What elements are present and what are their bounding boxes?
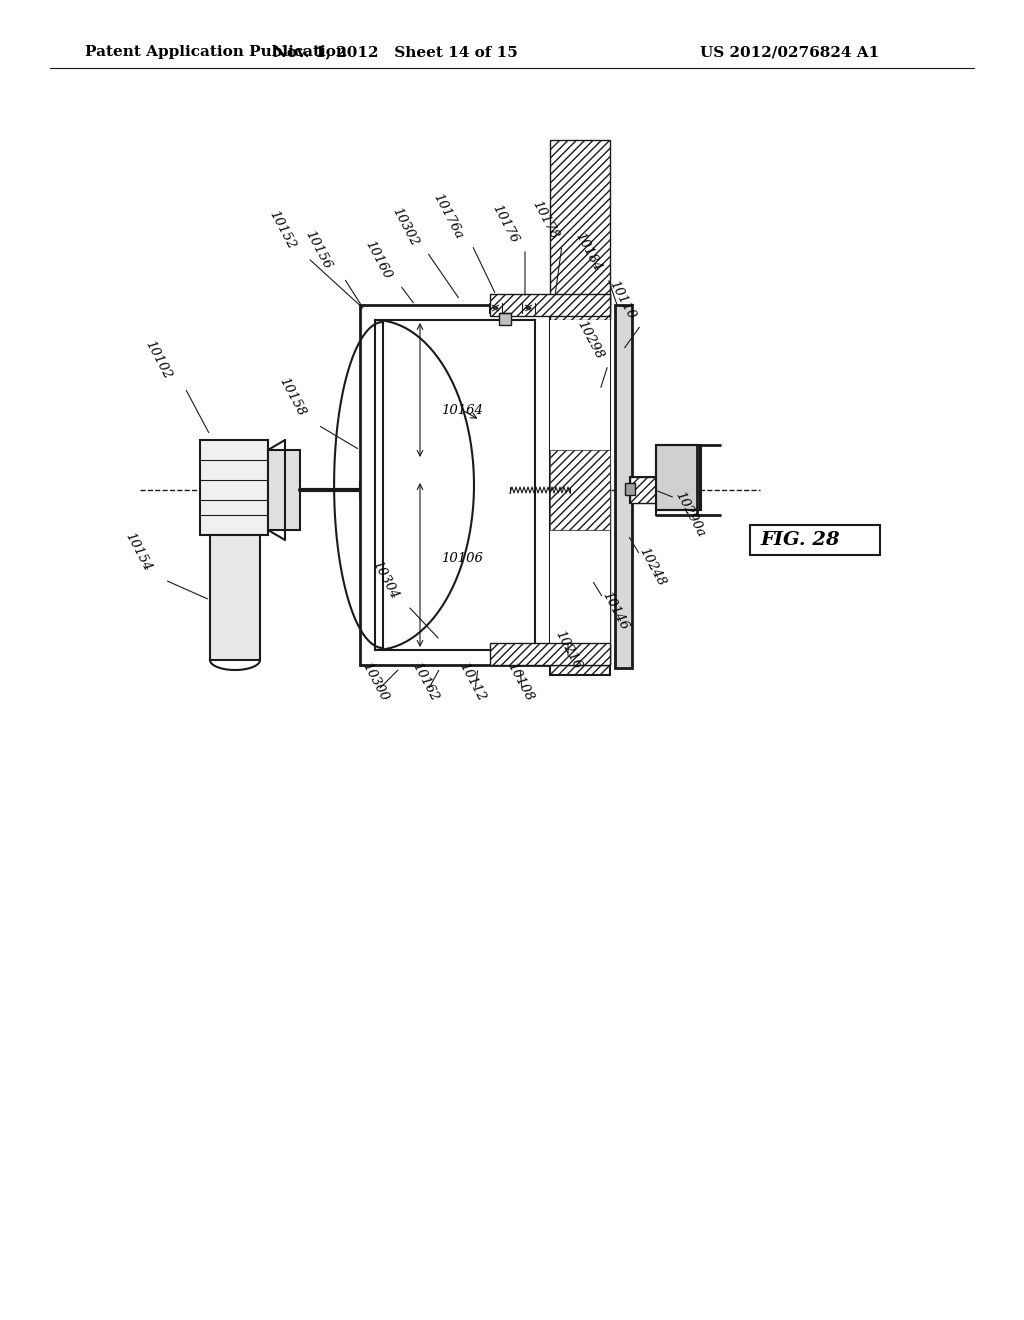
Text: 10102: 10102 [142, 338, 174, 381]
Bar [210, 535, 260, 660]
Bar [630, 477, 660, 503]
Text: 10146: 10146 [599, 589, 631, 632]
Text: Patent Application Publication: Patent Application Publication [85, 45, 347, 59]
Text: 10184: 10184 [572, 230, 604, 273]
Bar [360, 305, 550, 665]
Text: 10176: 10176 [489, 202, 521, 246]
Text: 10108: 10108 [505, 660, 536, 704]
Bar [550, 294, 610, 305]
Text: 10106: 10106 [441, 552, 483, 565]
Bar [550, 140, 610, 319]
Bar [656, 445, 701, 510]
Bar [550, 450, 610, 531]
Text: 10154: 10154 [123, 529, 154, 573]
Bar [268, 450, 300, 531]
Bar [200, 440, 268, 535]
Bar [490, 294, 610, 315]
Bar [499, 313, 511, 325]
Text: FIG. 28: FIG. 28 [760, 531, 840, 549]
Text: 10302: 10302 [389, 205, 421, 248]
Text: 10176a: 10176a [431, 191, 466, 242]
Text: 10162: 10162 [410, 660, 440, 704]
Text: 10290a: 10290a [673, 488, 708, 539]
Text: 10112: 10112 [457, 660, 487, 704]
Text: Nov. 1, 2012   Sheet 14 of 15: Nov. 1, 2012 Sheet 14 of 15 [272, 45, 517, 59]
Text: US 2012/0276824 A1: US 2012/0276824 A1 [700, 45, 880, 59]
Text: 10178: 10178 [529, 198, 561, 242]
Bar [630, 477, 660, 503]
Text: 10300: 10300 [359, 660, 390, 704]
Bar [490, 643, 610, 665]
Text: 10248: 10248 [636, 545, 668, 587]
Text: 10156: 10156 [303, 228, 334, 271]
Text: 10216: 10216 [552, 628, 584, 672]
Bar [550, 294, 610, 675]
Text: 10110: 10110 [606, 279, 638, 321]
Text: 10158: 10158 [276, 375, 308, 418]
Bar [625, 483, 635, 495]
Bar [615, 305, 632, 668]
Text: 10160: 10160 [362, 238, 394, 281]
Bar [750, 525, 880, 554]
Bar [550, 484, 610, 665]
Text: 10304: 10304 [370, 558, 400, 601]
Bar [360, 482, 380, 498]
Text: 10152: 10152 [266, 209, 298, 251]
Bar [550, 319, 610, 649]
Text: 10164: 10164 [441, 404, 483, 417]
Text: 10298: 10298 [574, 318, 606, 362]
Bar [375, 319, 535, 649]
